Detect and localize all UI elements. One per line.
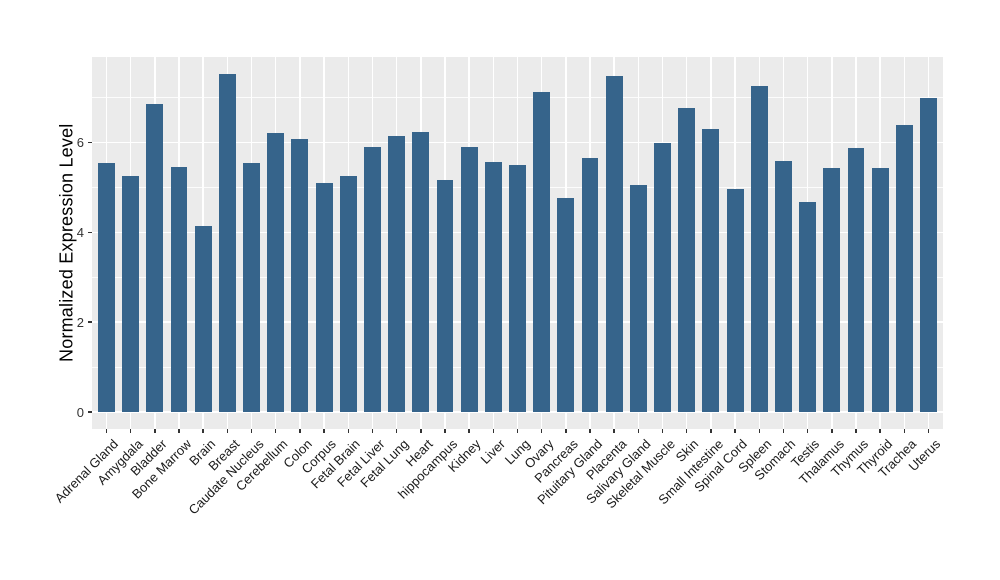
bar-trachea (895, 125, 913, 412)
bar-adrenal-gland (98, 162, 115, 412)
bar-cerebellum (267, 133, 285, 412)
y-tick-label: 6 (76, 135, 84, 151)
x-tick-label: Liver (477, 436, 509, 467)
bar-hippocampus (436, 179, 454, 412)
x-tick-mark (855, 429, 857, 433)
x-tick-mark (226, 429, 229, 433)
x-tick-mark (347, 429, 350, 433)
x-tick-mark (371, 429, 374, 433)
bar-thalamus (823, 167, 841, 412)
bar-caudate-nucleus (243, 162, 261, 412)
x-tick-mark (444, 429, 446, 433)
x-tick-mark (420, 429, 422, 433)
x-tick-mark (540, 429, 543, 433)
y-tick-mark (88, 321, 92, 323)
x-tick-mark (129, 429, 132, 433)
bar-skeletal-muscle (654, 143, 672, 412)
x-tick-mark (589, 429, 591, 433)
x-tick-mark (879, 429, 881, 433)
bar-kidney (460, 147, 478, 412)
x-tick-mark (927, 429, 930, 433)
bar-ovary (533, 91, 551, 412)
bar-corpus (315, 183, 333, 412)
bar-heart (412, 131, 430, 412)
bar-pancreas (557, 197, 575, 412)
y-axis-title: Normalized Expression Level (56, 123, 77, 363)
plot-area (92, 57, 943, 429)
bar-spinal-cord (726, 189, 744, 412)
bar-uterus (920, 97, 937, 412)
x-tick-mark (154, 429, 156, 433)
x-tick-mark (516, 429, 519, 433)
y-tick-mark (88, 411, 92, 413)
x-tick-mark (903, 429, 906, 433)
x-tick-mark (178, 429, 180, 433)
bar-skin (678, 107, 696, 412)
x-tick-mark (661, 429, 664, 433)
y-tick-label: 4 (76, 224, 84, 240)
x-tick-mark (806, 429, 809, 433)
bar-bone-marrow (170, 167, 188, 412)
x-tick-mark (710, 429, 712, 433)
bar-thymus (847, 148, 865, 412)
x-tick-mark (274, 429, 277, 433)
x-tick-mark (613, 429, 615, 433)
x-tick-mark (105, 429, 108, 433)
x-tick-mark (299, 429, 301, 433)
y-tick-mark (88, 231, 92, 234)
bar-amygdala (122, 176, 140, 412)
bar-lung (509, 165, 526, 412)
bar-brain (194, 225, 212, 412)
bar-colon (291, 139, 309, 412)
bar-fetal-brain (339, 176, 357, 412)
bar-liver (484, 162, 502, 412)
bar-placenta (605, 76, 623, 412)
x-tick-mark (758, 429, 760, 433)
y-tick-mark (88, 141, 92, 144)
x-tick-mark (468, 429, 470, 433)
bar-fetal-liver (363, 147, 381, 412)
bar-bladder (146, 103, 164, 412)
bar-testis (799, 201, 817, 412)
y-tick-label: 2 (76, 314, 84, 330)
bar-stomach (774, 161, 792, 412)
y-tick-label: 0 (76, 404, 84, 420)
x-tick-mark (565, 429, 567, 433)
bar-thyroid (871, 167, 889, 412)
x-tick-mark (202, 429, 204, 433)
x-tick-mark (492, 429, 495, 433)
x-tick-mark (831, 429, 833, 433)
x-tick-mark (323, 429, 325, 433)
bar-small-intestine (702, 129, 720, 412)
bar-salivary-gland (629, 185, 647, 412)
x-tick-mark (250, 429, 253, 433)
bar-breast (218, 74, 236, 412)
bar-fetal-lung (388, 135, 406, 412)
bar-spleen (750, 86, 768, 412)
bar-pituitary-gland (581, 158, 599, 412)
x-tick-mark (734, 429, 736, 433)
x-tick-mark (782, 429, 785, 433)
x-tick-mark (685, 429, 688, 433)
x-tick-mark (637, 429, 640, 433)
x-tick-mark (395, 429, 398, 433)
